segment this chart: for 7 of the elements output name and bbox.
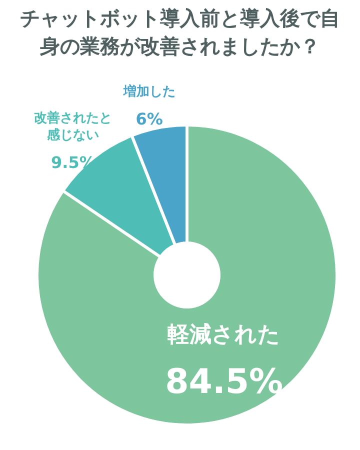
slice-label: 増加した [122,84,176,100]
data-label: 84.5% [165,362,284,402]
slice-label: 軽減された [168,322,281,348]
slice-label: 改善されたと感じない [34,110,112,144]
chart-title: チャットボット導入前と導入後で自身の業務が改善されましたか？ [20,5,340,60]
donut-slice [36,124,338,426]
data-label: 6% [136,110,163,129]
